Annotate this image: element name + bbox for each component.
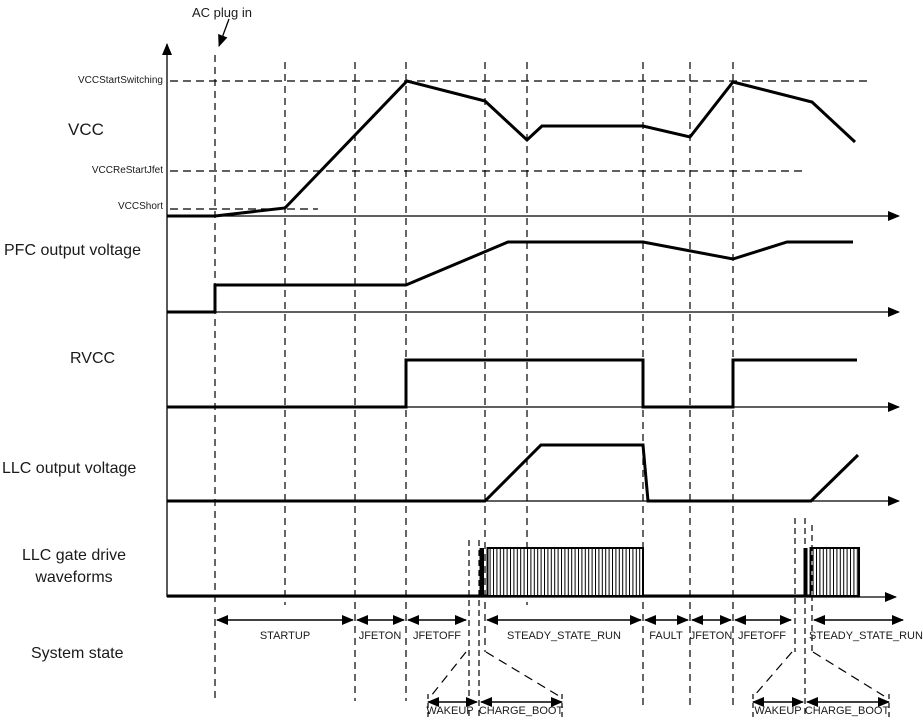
callout-label-wakeup-right: WAKEUP (754, 705, 802, 717)
callout-label-chargeboot-right: CHARGE_BOOT (804, 705, 890, 717)
callout-funnel-line (753, 651, 793, 697)
axes (162, 43, 900, 602)
row-label-pfc: PFC output voltage (4, 242, 141, 259)
row-label-llc-gate: LLC gate drive waveforms (21, 547, 127, 586)
event-gridlines (214, 55, 734, 705)
callout-label-chargeboot-left: CHARGE_BOOT (478, 705, 564, 717)
row-label-system-state: System state (31, 645, 124, 662)
llc-gate-bursts (479, 547, 860, 597)
state-label-jfetoff-1: JFETOFF (412, 630, 462, 642)
row-label-llc-output: LLC output voltage (2, 460, 137, 477)
callout-funnel-line (430, 651, 467, 697)
gate-burst-narrow-left (479, 548, 484, 596)
callout-label-wakeup-left: WAKEUP (426, 705, 474, 717)
callout-funnel-line (812, 651, 885, 697)
state-label-startup: STARTUP (259, 630, 311, 642)
waveforms (167, 79, 860, 598)
pfc-waveform (167, 240, 853, 314)
gate-burst-main-right (809, 547, 860, 597)
ac-plug-in-arrow-icon (218, 18, 230, 47)
state-label-jfeton-1: JFETON (358, 630, 402, 642)
vcc-restart-jfet-label: VCCReStartJfet (91, 165, 163, 176)
llc-output-waveform (167, 443, 860, 503)
state-label-jfetoff-2: JFETOFF (737, 630, 787, 642)
callout-funnel-line (485, 651, 560, 697)
vcc-start-switching-label: VCCStartSwitching (77, 75, 163, 86)
row-label-rvcc: RVCC (70, 350, 116, 367)
gate-burst-main-left (486, 547, 644, 597)
ac-plug-in-label: AC plug in (192, 5, 252, 20)
row-label-vcc: VCC (68, 120, 104, 139)
state-label-fault: FAULT (649, 630, 683, 642)
state-label-steady-2: STEADY_STATE_RUN (809, 630, 923, 642)
state-label-jfeton-2: JFETON (689, 630, 733, 642)
state-label-steady-1: STEADY_STATE_RUN (507, 630, 621, 642)
vcc-short-label: VCCShort (117, 201, 163, 212)
vcc-waveform (167, 79, 857, 218)
vcc-threshold-lines (170, 80, 870, 210)
rvcc-waveform (167, 358, 857, 409)
